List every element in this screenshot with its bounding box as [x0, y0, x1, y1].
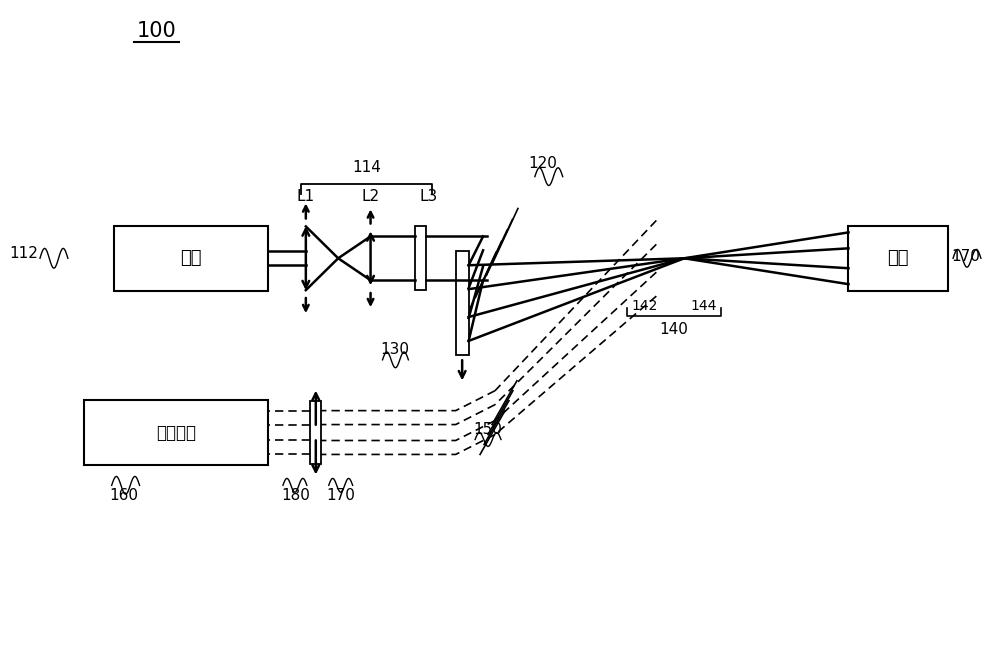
- Bar: [114, 226, 268, 291]
- Text: 140: 140: [660, 323, 689, 338]
- Text: 170: 170: [951, 249, 980, 264]
- Text: 130: 130: [381, 342, 410, 358]
- Text: L2: L2: [361, 189, 380, 204]
- Bar: [848, 226, 948, 291]
- Text: 180: 180: [281, 488, 310, 503]
- Bar: [84, 400, 268, 465]
- Text: 120: 120: [528, 156, 557, 171]
- Text: 样品: 样品: [888, 249, 909, 267]
- Text: 160: 160: [110, 488, 139, 503]
- Text: 150: 150: [473, 422, 502, 437]
- Text: L1: L1: [297, 189, 315, 204]
- Text: L3: L3: [419, 189, 437, 204]
- Text: 探测单元: 探测单元: [156, 424, 196, 441]
- Text: 114: 114: [352, 160, 381, 175]
- Text: 170: 170: [327, 488, 356, 503]
- Text: 142: 142: [631, 299, 658, 313]
- Text: 144: 144: [691, 299, 717, 313]
- Bar: [415, 226, 426, 290]
- Text: 光源: 光源: [181, 249, 202, 267]
- Bar: [310, 400, 321, 465]
- Bar: [456, 251, 469, 355]
- Text: 112: 112: [10, 246, 38, 260]
- Text: 100: 100: [137, 21, 176, 41]
